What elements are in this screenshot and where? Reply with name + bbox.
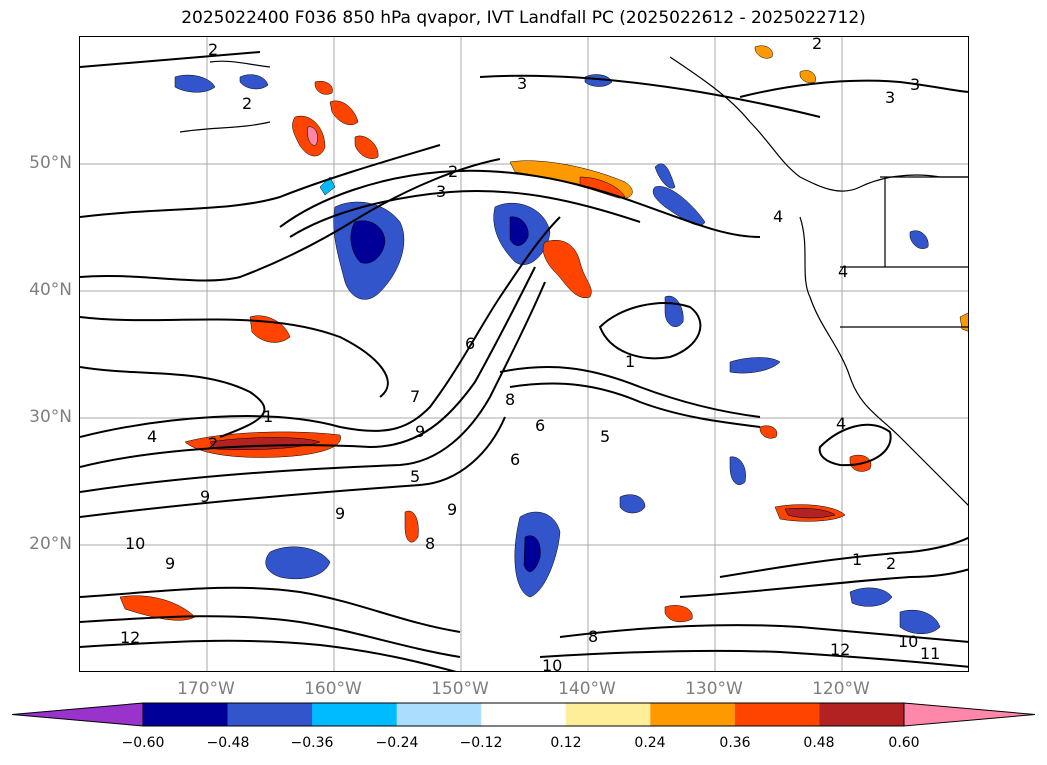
colorbar-extension-high	[904, 703, 1035, 726]
contour-label: 4	[773, 207, 783, 226]
colorbar-tick: −0.12	[459, 735, 503, 751]
contour-label: 10	[898, 632, 918, 651]
contour-label: 2	[448, 162, 458, 181]
contour-label: 6	[465, 334, 475, 353]
contour-label: 3	[910, 75, 920, 94]
colorbar-tick: −0.24	[375, 735, 419, 751]
colorbar-segment	[143, 703, 229, 726]
colorbar-tick: 0.12	[550, 735, 582, 751]
contour-label: 1	[263, 407, 273, 426]
colorbar-segment	[819, 703, 905, 726]
colorbar-tick: −0.60	[121, 735, 165, 751]
contour-label: 9	[165, 554, 175, 573]
contour-label: 4	[147, 427, 157, 446]
graticule	[80, 37, 968, 671]
negative-anomaly-fills	[174, 74, 941, 634]
contour-label: 10	[125, 534, 145, 553]
contour-label: 7	[410, 387, 420, 406]
lat-label-30n: 30°N	[29, 407, 72, 427]
lon-label-150w: 150°W	[431, 679, 489, 699]
contour-label-group: 2 3 2 3 2 3 2 3 4 4 6 1 6 7 1 4 2 9 8 6 …	[120, 37, 940, 672]
lat-label-20n: 20°N	[29, 534, 72, 554]
colorbar-tick: 0.36	[719, 735, 751, 751]
colorbar-tick: 0.48	[803, 735, 835, 751]
colorbar-segment	[734, 703, 820, 726]
contour-label: 12	[120, 628, 140, 647]
colorbar	[11, 702, 1036, 727]
colorbar-segment	[481, 703, 567, 726]
contour-label: 2	[886, 554, 896, 573]
contour-label: 10	[542, 656, 562, 672]
contour-label: 3	[436, 182, 446, 201]
colorbar-segment	[312, 703, 398, 726]
colorbar-segment	[565, 703, 651, 726]
colorbar-tick: 0.60	[888, 735, 920, 751]
contour-label: 5	[600, 427, 610, 446]
colorbar-tick: −0.48	[206, 735, 250, 751]
contour-label: 9	[415, 422, 425, 441]
map-title: 2025022400 F036 850 hPa qvapor, IVT Land…	[181, 8, 866, 28]
contour-label: 8	[505, 390, 515, 409]
contour-label: 8	[588, 627, 598, 646]
contour-label: 2	[208, 434, 218, 453]
coastlines	[179, 56, 968, 506]
contour-label: 1	[852, 550, 862, 569]
contour-label: 5	[410, 467, 420, 486]
contour-label: 4	[836, 414, 846, 433]
contour-label: 3	[517, 74, 527, 93]
contour-label: 3	[885, 88, 895, 107]
colorbar-segment	[396, 703, 482, 726]
lon-label-140w: 140°W	[558, 679, 616, 699]
contour-label: 4	[838, 262, 848, 281]
ivt-contours	[80, 51, 968, 671]
lat-label-40n: 40°N	[29, 280, 72, 300]
contour-label: 2	[242, 94, 252, 113]
lat-label-50n: 50°N	[29, 153, 72, 173]
contour-label: 8	[425, 534, 435, 553]
contour-label: 6	[535, 416, 545, 435]
lon-label-130w: 130°W	[685, 679, 743, 699]
colorbar-tick: −0.36	[290, 735, 334, 751]
colorbar-segment	[227, 703, 313, 726]
contour-label: 1	[625, 352, 635, 371]
contour-label: 9	[200, 487, 210, 506]
contour-label: 2	[812, 37, 822, 53]
map-canvas: 2 3 2 3 2 3 2 3 4 4 6 1 6 7 1 4 2 9 8 6 …	[80, 37, 968, 672]
contour-label: 12	[830, 640, 850, 659]
contour-label: 6	[510, 450, 520, 469]
contour-label: 11	[920, 644, 940, 663]
lon-label-120w: 120°W	[812, 679, 870, 699]
colorbar-tick: 0.24	[634, 735, 666, 751]
contour-label: 2	[208, 40, 218, 59]
lon-label-160w: 160°W	[304, 679, 362, 699]
contour-label: 9	[447, 500, 457, 519]
colorbar-segment	[650, 703, 736, 726]
lon-label-170w: 170°W	[177, 679, 235, 699]
contour-label: 9	[335, 504, 345, 523]
colorbar-extension-low	[12, 703, 143, 726]
map-panel[interactable]: 2 3 2 3 2 3 2 3 4 4 6 1 6 7 1 4 2 9 8 6 …	[79, 36, 969, 672]
